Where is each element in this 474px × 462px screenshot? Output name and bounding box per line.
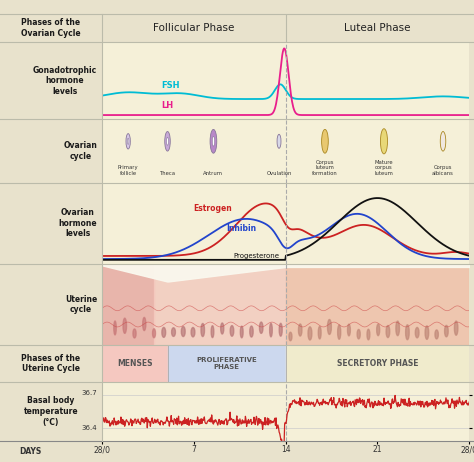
Text: Progesterone: Progesterone — [233, 253, 279, 259]
Text: Corpus
luteum
formation: Corpus luteum formation — [312, 160, 338, 176]
Ellipse shape — [191, 328, 195, 337]
Ellipse shape — [250, 326, 253, 337]
Ellipse shape — [289, 332, 292, 341]
Ellipse shape — [162, 328, 165, 337]
Bar — [285, 43, 469, 119]
Ellipse shape — [143, 317, 146, 331]
Ellipse shape — [406, 325, 409, 340]
Text: Basal body
temperature
(°C): Basal body temperature (°C) — [24, 396, 78, 427]
Ellipse shape — [221, 323, 224, 334]
Ellipse shape — [126, 134, 130, 149]
Ellipse shape — [114, 321, 116, 335]
Ellipse shape — [386, 326, 390, 338]
Ellipse shape — [182, 327, 185, 336]
Ellipse shape — [153, 329, 155, 338]
Bar — [102, 14, 285, 43]
Text: Uterine
cycle: Uterine cycle — [65, 295, 97, 314]
Text: Inhibin: Inhibin — [227, 224, 257, 233]
Text: Mature
corpus
luteum: Mature corpus luteum — [374, 160, 393, 176]
Text: LH: LH — [161, 101, 173, 110]
Ellipse shape — [377, 324, 380, 336]
Bar — [102, 182, 285, 264]
Text: Gonadotrophic
hormone
levels: Gonadotrophic hormone levels — [33, 66, 97, 96]
Text: 36.7: 36.7 — [81, 389, 97, 395]
Ellipse shape — [166, 137, 168, 146]
Text: MENSES: MENSES — [117, 359, 153, 368]
Ellipse shape — [440, 132, 446, 151]
Text: Luteal Phase: Luteal Phase — [344, 23, 410, 33]
Text: SECRETORY PHASE: SECRETORY PHASE — [337, 359, 418, 368]
Ellipse shape — [123, 318, 127, 334]
Text: Corpus
albicans: Corpus albicans — [432, 165, 454, 176]
Ellipse shape — [128, 138, 129, 145]
Text: FSH: FSH — [161, 81, 180, 90]
Bar — [102, 264, 155, 345]
Bar — [155, 264, 285, 345]
Ellipse shape — [279, 323, 282, 336]
Ellipse shape — [201, 323, 204, 336]
Ellipse shape — [240, 326, 243, 338]
Ellipse shape — [347, 324, 350, 336]
Ellipse shape — [277, 134, 281, 148]
Ellipse shape — [318, 326, 321, 339]
Ellipse shape — [133, 329, 136, 338]
Ellipse shape — [211, 326, 214, 338]
Bar — [285, 14, 469, 43]
Ellipse shape — [396, 321, 400, 336]
Bar — [285, 382, 469, 441]
Bar — [285, 182, 469, 264]
Bar — [285, 119, 469, 182]
Text: Phases of the
Ovarian Cycle: Phases of the Ovarian Cycle — [21, 18, 81, 38]
Text: Phases of the
Uterine Cycle: Phases of the Uterine Cycle — [21, 354, 81, 373]
Text: Follicular Phase: Follicular Phase — [153, 23, 235, 33]
Bar — [285, 345, 469, 382]
Bar — [285, 264, 469, 345]
Ellipse shape — [259, 322, 263, 334]
Ellipse shape — [367, 329, 370, 340]
Bar — [102, 382, 285, 441]
Bar — [167, 345, 285, 382]
Text: DAYS: DAYS — [19, 448, 41, 456]
Ellipse shape — [321, 129, 328, 153]
Ellipse shape — [172, 328, 175, 336]
Bar — [102, 119, 285, 182]
Ellipse shape — [435, 330, 438, 339]
Ellipse shape — [165, 132, 170, 151]
Ellipse shape — [328, 320, 331, 334]
Ellipse shape — [230, 326, 234, 336]
Ellipse shape — [357, 329, 360, 339]
Text: Primary
follicle: Primary follicle — [118, 165, 138, 176]
Ellipse shape — [270, 323, 272, 337]
Ellipse shape — [415, 328, 419, 338]
Text: Ovulation: Ovulation — [266, 171, 292, 176]
Text: Estrogen: Estrogen — [194, 204, 233, 213]
Text: 36.4: 36.4 — [81, 425, 97, 431]
Text: Ovarian
hormone
levels: Ovarian hormone levels — [59, 208, 97, 238]
Ellipse shape — [210, 129, 217, 153]
Text: Antrum: Antrum — [203, 171, 223, 176]
Ellipse shape — [212, 136, 215, 146]
Ellipse shape — [445, 325, 448, 337]
Ellipse shape — [299, 324, 302, 336]
Ellipse shape — [337, 325, 341, 339]
Bar — [102, 345, 167, 382]
Text: Theca: Theca — [160, 171, 175, 176]
Text: Ovarian
cycle: Ovarian cycle — [64, 141, 97, 160]
Ellipse shape — [381, 129, 388, 154]
Ellipse shape — [455, 321, 458, 335]
Ellipse shape — [425, 326, 428, 339]
Bar — [102, 43, 285, 119]
Text: PROLIFERATIVE
PHASE: PROLIFERATIVE PHASE — [196, 357, 257, 370]
Ellipse shape — [308, 327, 312, 340]
